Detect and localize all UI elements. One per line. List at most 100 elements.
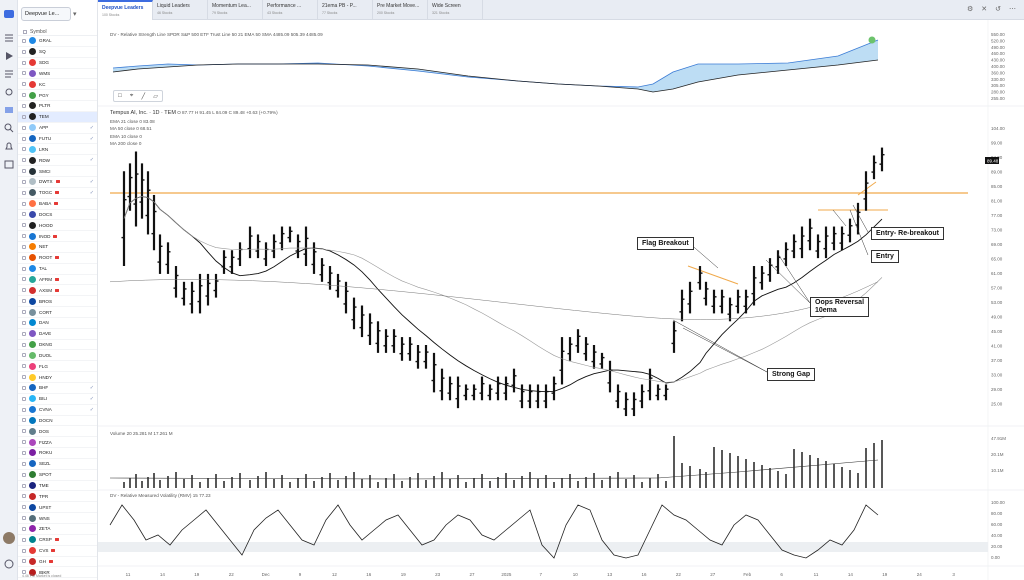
tab-6[interactable]: Wide Screen 321 Stocks bbox=[428, 0, 483, 20]
row-checkbox[interactable] bbox=[22, 190, 26, 195]
watchlist-row[interactable]: TME bbox=[18, 481, 97, 492]
watchlist-row[interactable]: DUOL bbox=[18, 350, 97, 362]
user-icon[interactable] bbox=[3, 532, 15, 544]
annotation-oops-reversal[interactable]: Oops Reversal 10ema bbox=[810, 297, 870, 317]
row-checkbox[interactable] bbox=[22, 158, 26, 163]
watchlist-row[interactable]: TEM bbox=[18, 111, 97, 123]
row-checkbox[interactable] bbox=[22, 234, 26, 239]
row-checkbox[interactable] bbox=[22, 364, 26, 369]
watchlist-row[interactable]: TOGC ✓ bbox=[18, 188, 97, 199]
list-icon[interactable] bbox=[3, 66, 15, 78]
flag-icon[interactable] bbox=[54, 202, 59, 206]
row-checkbox[interactable] bbox=[22, 71, 26, 76]
watchlist-row[interactable]: ROKU bbox=[18, 448, 97, 459]
row-checkbox[interactable] bbox=[22, 82, 26, 87]
watchlist-row[interactable]: DOS bbox=[18, 426, 97, 438]
row-checkbox[interactable] bbox=[22, 526, 26, 531]
menu-icon[interactable] bbox=[3, 30, 15, 42]
annotation-flag-breakout[interactable]: Flag Breakout bbox=[637, 237, 694, 250]
watchlist-row[interactable]: BROS bbox=[18, 296, 97, 308]
row-checkbox[interactable] bbox=[22, 494, 26, 499]
watchlist-row[interactable]: CVNA ✓ bbox=[18, 405, 97, 416]
row-checkbox[interactable] bbox=[22, 516, 26, 521]
undo-icon[interactable]: ↺ bbox=[995, 6, 1001, 13]
watchlist-row[interactable]: HNDY bbox=[18, 372, 97, 383]
line-tool-icon[interactable]: ╱ bbox=[141, 93, 146, 100]
row-checkbox[interactable] bbox=[22, 169, 26, 174]
flag-icon[interactable] bbox=[55, 256, 60, 260]
watchlist-row[interactable]: BHF ✓ bbox=[18, 383, 97, 394]
chart-icon[interactable] bbox=[3, 102, 15, 113]
flag-icon[interactable] bbox=[54, 538, 59, 542]
watchlist-row[interactable]: GH bbox=[18, 557, 97, 568]
brush-tool-icon[interactable]: ⌖ bbox=[129, 92, 134, 99]
watchlist-row[interactable]: SEZL bbox=[18, 459, 97, 470]
watchlist-row[interactable]: ZETA bbox=[18, 524, 97, 535]
row-checkbox[interactable] bbox=[22, 244, 26, 249]
row-checkbox[interactable] bbox=[22, 483, 26, 488]
row-checkbox[interactable] bbox=[22, 375, 26, 380]
row-checkbox[interactable] bbox=[22, 505, 26, 510]
row-checkbox[interactable] bbox=[22, 201, 26, 206]
row-checkbox[interactable] bbox=[22, 49, 26, 54]
watchlist-row[interactable]: CVS bbox=[18, 546, 97, 557]
chart-area[interactable]: 550.00 520.00 490.00 460.00 430.00 400.00 360.… bbox=[98, 20, 1024, 580]
row-checkbox[interactable] bbox=[22, 103, 26, 108]
row-checkbox[interactable] bbox=[22, 450, 26, 455]
tab-3[interactable]: Performance ... 43 Stocks bbox=[263, 0, 318, 20]
watchlist-row[interactable]: PGY bbox=[18, 90, 97, 102]
flag-icon[interactable] bbox=[48, 559, 53, 563]
watchlist-options-icon[interactable]: ▾ bbox=[73, 11, 77, 18]
row-checkbox[interactable] bbox=[22, 310, 26, 315]
row-checkbox[interactable] bbox=[22, 299, 26, 304]
select-all-checkbox[interactable] bbox=[23, 29, 27, 34]
row-checkbox[interactable] bbox=[22, 114, 26, 119]
row-checkbox[interactable] bbox=[22, 60, 26, 65]
annotation-strong-gap[interactable]: Strong Gap bbox=[767, 368, 816, 381]
logo-icon[interactable] bbox=[3, 6, 15, 18]
watchlist-row[interactable]: TPR bbox=[18, 491, 97, 503]
more-icon[interactable]: ⋯ bbox=[1009, 6, 1016, 13]
watchlist-selector[interactable]: Deepvue Le... bbox=[21, 7, 71, 21]
watchlist-row[interactable]: DWTX ✓ bbox=[18, 177, 97, 188]
chart-svg[interactable]: 550.00520.00490.00460.00430.00400.00360.… bbox=[98, 20, 1024, 580]
flag-icon[interactable] bbox=[53, 234, 58, 238]
gear-icon[interactable]: ⚙ bbox=[966, 6, 974, 13]
row-checkbox[interactable] bbox=[22, 93, 26, 98]
watchlist-row[interactable]: UPST bbox=[18, 502, 97, 514]
row-checkbox[interactable] bbox=[22, 179, 26, 184]
row-checkbox[interactable] bbox=[22, 255, 26, 260]
row-checkbox[interactable] bbox=[22, 461, 26, 466]
flag-icon[interactable] bbox=[55, 277, 60, 281]
row-checkbox[interactable] bbox=[22, 407, 26, 412]
watchlist-row[interactable]: NET bbox=[18, 242, 97, 253]
play-icon[interactable] bbox=[3, 48, 15, 60]
tab-2[interactable]: Momentum Lea... 79 Stocks bbox=[208, 0, 263, 20]
row-checkbox[interactable] bbox=[22, 331, 26, 336]
rect-tool-icon[interactable]: □ bbox=[118, 93, 122, 99]
row-checkbox[interactable] bbox=[22, 353, 26, 358]
annotation-entry-rebreakout[interactable]: Entry- Re-breakout bbox=[871, 227, 945, 240]
watchlist-row[interactable]: CRSP bbox=[18, 535, 97, 546]
watchlist-row[interactable]: SQ bbox=[18, 47, 97, 58]
row-checkbox[interactable] bbox=[22, 537, 26, 542]
watchlist-row[interactable]: FIZZA bbox=[18, 437, 97, 449]
row-checkbox[interactable] bbox=[22, 125, 26, 130]
watchlist-row[interactable]: WMS bbox=[18, 69, 97, 80]
watchlist-row[interactable]: TAL bbox=[18, 264, 97, 275]
watchlist-row[interactable]: WNS bbox=[18, 513, 97, 524]
watchlist-row[interactable]: DOCN bbox=[18, 416, 97, 427]
close-icon[interactable]: ✕ bbox=[981, 6, 988, 13]
watchlist-row[interactable]: HOOD bbox=[18, 220, 97, 232]
row-checkbox[interactable] bbox=[22, 570, 26, 575]
flag-icon[interactable] bbox=[55, 180, 60, 184]
row-checkbox[interactable] bbox=[22, 277, 26, 282]
row-checkbox[interactable] bbox=[22, 223, 26, 228]
measure-tool-icon[interactable]: ▱ bbox=[153, 93, 158, 100]
watchlist-row[interactable]: KC bbox=[18, 79, 97, 91]
watchlist-row[interactable]: FUTU ✓ bbox=[18, 134, 97, 145]
row-checkbox[interactable] bbox=[22, 38, 26, 43]
watchlist-row[interactable]: IBKR bbox=[18, 567, 97, 579]
watchlist-row[interactable]: CORT bbox=[18, 307, 97, 318]
annotation-entry[interactable]: Entry bbox=[871, 250, 899, 263]
